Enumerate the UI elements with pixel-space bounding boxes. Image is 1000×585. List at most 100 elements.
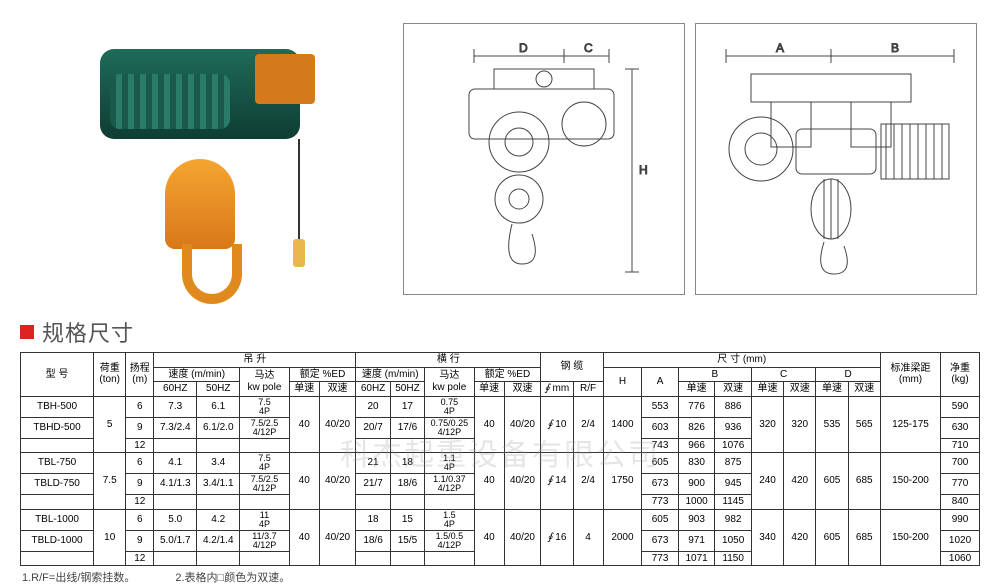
cell: 4.2/1.4 bbox=[197, 530, 240, 551]
heading-text: 规格尺寸 bbox=[42, 316, 134, 348]
svg-text:H: H bbox=[639, 163, 648, 177]
cell: 3.4 bbox=[197, 453, 240, 474]
cell: ∮ 16 bbox=[541, 509, 573, 566]
cell: 1050 bbox=[715, 530, 752, 551]
cell: 1.5/0.54/12P bbox=[425, 530, 474, 551]
cell: 10 bbox=[94, 509, 126, 566]
cell: 420 bbox=[784, 453, 816, 510]
cell: 2/4 bbox=[573, 453, 603, 510]
cell: 1750 bbox=[603, 453, 642, 510]
cell: 945 bbox=[715, 474, 752, 495]
cell: 20 bbox=[356, 396, 390, 417]
cell: 3.4/1.1 bbox=[197, 474, 240, 495]
cell: 9 bbox=[126, 474, 154, 495]
svg-text:B: B bbox=[891, 41, 899, 55]
col-traverse: 横 行 bbox=[356, 353, 541, 368]
cell: 966 bbox=[678, 438, 715, 453]
cell: 710 bbox=[941, 438, 980, 453]
cell bbox=[154, 438, 197, 453]
cell bbox=[240, 438, 289, 453]
cell: 1.14P bbox=[425, 453, 474, 474]
cell: 21 bbox=[356, 453, 390, 474]
table-row: TBL-7507.564.13.47.54P4040/2021181.14P40… bbox=[21, 453, 980, 474]
svg-text:C: C bbox=[584, 41, 593, 55]
cell: 9 bbox=[126, 417, 154, 438]
cell: 2/4 bbox=[573, 396, 603, 453]
cell: 114P bbox=[240, 509, 289, 530]
cell: 18/6 bbox=[356, 530, 390, 551]
cell: 320 bbox=[784, 396, 816, 453]
cell: 685 bbox=[848, 453, 880, 510]
cell bbox=[240, 551, 289, 566]
cell: 603 bbox=[642, 417, 679, 438]
cell: 18 bbox=[390, 453, 424, 474]
cell: 875 bbox=[715, 453, 752, 474]
cell: 40 bbox=[289, 453, 319, 510]
col-load: 荷重(ton) bbox=[94, 353, 126, 397]
cell: TBHD-500 bbox=[21, 417, 94, 438]
cell: 1.54P bbox=[425, 509, 474, 530]
cell: ∮ 10 bbox=[541, 396, 573, 453]
cell: 0.754P bbox=[425, 396, 474, 417]
cell: 21/7 bbox=[356, 474, 390, 495]
cell: 40 bbox=[289, 509, 319, 566]
cell: 40/20 bbox=[319, 509, 356, 566]
col-model: 型 号 bbox=[21, 353, 94, 397]
cell: 7.54P bbox=[240, 453, 289, 474]
cell: TBL-1000 bbox=[21, 509, 94, 530]
cell: 40/20 bbox=[504, 509, 541, 566]
cell: 1076 bbox=[715, 438, 752, 453]
cell: 40/20 bbox=[504, 396, 541, 453]
cell: 150-200 bbox=[880, 509, 940, 566]
col-hoisting: 吊 升 bbox=[154, 353, 356, 368]
cell: 776 bbox=[678, 396, 715, 417]
cell: 125-175 bbox=[880, 396, 940, 453]
cell: 40 bbox=[474, 396, 504, 453]
cell: 40 bbox=[474, 453, 504, 510]
cell: 1.1/0.374/12P bbox=[425, 474, 474, 495]
drawing-front-view: A B bbox=[706, 34, 966, 284]
cell: 4.1/1.3 bbox=[154, 474, 197, 495]
cell: 4.2 bbox=[197, 509, 240, 530]
svg-text:D: D bbox=[519, 41, 528, 55]
cell: 9 bbox=[126, 530, 154, 551]
cell: 773 bbox=[642, 551, 679, 566]
cell: TBH-500 bbox=[21, 396, 94, 417]
section-heading: 规格尺寸 bbox=[20, 316, 1000, 348]
cell: 1020 bbox=[941, 530, 980, 551]
cell: 7.5/2.54/12P bbox=[240, 417, 289, 438]
cell: 5.0 bbox=[154, 509, 197, 530]
cell: 6 bbox=[126, 453, 154, 474]
cell: 7.3/2.4 bbox=[154, 417, 197, 438]
table-row: TBH-500567.36.17.54P4040/2020170.754P404… bbox=[21, 396, 980, 417]
cell: 886 bbox=[715, 396, 752, 417]
cell: 6 bbox=[126, 509, 154, 530]
cell: 700 bbox=[941, 453, 980, 474]
cell bbox=[390, 551, 424, 566]
cell: 590 bbox=[941, 396, 980, 417]
cell bbox=[21, 438, 94, 453]
cell: 1400 bbox=[603, 396, 642, 453]
col-beam: 标准梁距(mm) bbox=[880, 353, 940, 397]
cell: 743 bbox=[642, 438, 679, 453]
cell: 685 bbox=[848, 509, 880, 566]
svg-text:A: A bbox=[776, 41, 784, 55]
cell: 0.75/0.254/12P bbox=[425, 417, 474, 438]
cell: 826 bbox=[678, 417, 715, 438]
cell bbox=[356, 438, 390, 453]
product-photo bbox=[20, 8, 400, 310]
footnotes: 1.R/F=出线/钢索挂数。 2.表格内□颜色为双速。 bbox=[22, 569, 1000, 585]
cell: 12 bbox=[126, 495, 154, 510]
cell: 7.5 bbox=[94, 453, 126, 510]
cell bbox=[240, 495, 289, 510]
cell bbox=[21, 495, 94, 510]
cell: 903 bbox=[678, 509, 715, 530]
cell: 5.0/1.7 bbox=[154, 530, 197, 551]
cell: 18/6 bbox=[390, 474, 424, 495]
cell: 605 bbox=[642, 509, 679, 530]
cell bbox=[425, 438, 474, 453]
cell: 605 bbox=[816, 509, 848, 566]
cell bbox=[197, 438, 240, 453]
cell bbox=[390, 495, 424, 510]
col-rope: 钢 缆 bbox=[541, 353, 603, 382]
